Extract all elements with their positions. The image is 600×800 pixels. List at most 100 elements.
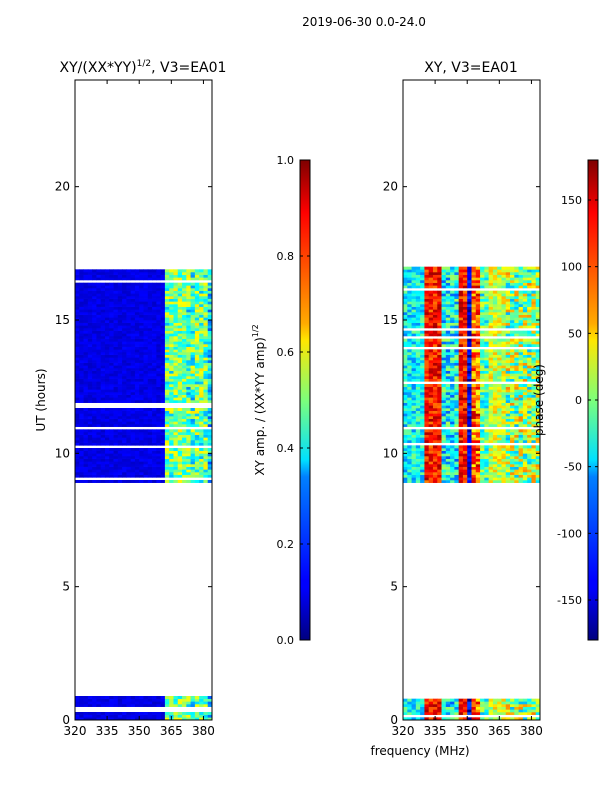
heat-cell — [173, 418, 179, 422]
heat-cell — [458, 362, 464, 366]
heat-cell — [450, 341, 455, 345]
heat-cell — [467, 373, 472, 377]
heat-cell — [407, 392, 412, 395]
heat-cell — [109, 472, 114, 475]
heat-cell — [113, 400, 119, 403]
heat-cell — [177, 285, 183, 289]
heat-cell — [147, 408, 153, 411]
heat-cell — [83, 344, 89, 347]
heat-cell — [475, 437, 481, 441]
heat-cell — [428, 480, 434, 483]
heat-cell — [79, 704, 84, 707]
heat-cell — [420, 365, 425, 369]
heat-cell — [535, 394, 540, 398]
heat-cell — [527, 362, 532, 366]
heat-cell — [471, 477, 477, 481]
heat-cell — [445, 368, 451, 371]
heat-cell — [156, 704, 162, 707]
heat-cell — [104, 312, 110, 315]
heat-cell — [117, 408, 123, 411]
heat-cell — [527, 458, 532, 462]
heat-cell — [92, 333, 97, 337]
heat-cell — [407, 477, 412, 481]
heat-cell — [164, 701, 170, 705]
heat-cell — [130, 298, 136, 302]
heat-cell — [130, 474, 136, 478]
heat-cell — [83, 333, 89, 337]
heat-cell — [87, 469, 93, 473]
heat-cell — [143, 352, 149, 355]
heat-cell — [199, 458, 204, 462]
heat-cell — [501, 474, 507, 478]
heat-cell — [411, 709, 417, 713]
heat-cell — [96, 341, 102, 345]
heat-cell — [113, 296, 119, 299]
heat-cell — [505, 394, 511, 398]
heat-cell — [126, 389, 132, 393]
heat-cell — [454, 424, 460, 427]
heat-cell — [432, 418, 438, 422]
heat-cell — [450, 349, 455, 353]
heat-cell — [169, 330, 174, 334]
heat-cell — [92, 304, 97, 307]
heat-cell — [100, 394, 106, 398]
heat-cell — [75, 464, 80, 467]
heat-cell — [492, 408, 498, 411]
heat-cell — [535, 421, 540, 425]
heat-cell — [122, 434, 127, 438]
heat-cell — [450, 373, 455, 377]
heat-cell — [510, 461, 515, 465]
heat-cell — [83, 293, 89, 297]
heat-cell — [462, 306, 468, 310]
heat-cell — [497, 434, 502, 438]
heat-cell — [535, 402, 540, 406]
heat-cell — [420, 712, 425, 715]
heat-cell — [471, 296, 477, 299]
heat-cell — [122, 272, 127, 275]
heat-cell — [415, 461, 421, 465]
heat-cell — [403, 285, 408, 289]
heat-cell — [130, 394, 136, 398]
heat-cell — [130, 277, 136, 281]
heat-cell — [147, 325, 153, 329]
heat-cell — [492, 312, 498, 315]
heat-cell — [462, 378, 468, 382]
heat-cell — [462, 376, 468, 379]
heat-cell — [492, 352, 498, 355]
heat-cell — [79, 410, 84, 414]
heat-cell — [415, 301, 421, 305]
heat-cell — [467, 474, 472, 478]
heat-cell — [403, 354, 408, 358]
heat-cell — [169, 432, 174, 435]
heat-cell — [484, 464, 490, 467]
heat-cell — [527, 325, 532, 329]
heat-cell — [100, 346, 106, 350]
heat-cell — [420, 437, 425, 441]
heat-cell — [492, 413, 498, 417]
heat-cell — [415, 421, 421, 425]
heat-cell — [87, 346, 93, 350]
heat-cell — [535, 712, 540, 715]
heat-cell — [173, 365, 179, 369]
heat-cell — [411, 418, 417, 422]
heat-cell — [75, 317, 80, 321]
heat-cell — [199, 429, 204, 433]
heat-cell — [441, 458, 447, 462]
heat-cell — [199, 469, 204, 473]
heat-cell — [173, 301, 179, 305]
heat-cell — [450, 357, 455, 361]
heat-cell — [186, 376, 191, 379]
heat-cell — [471, 701, 477, 705]
heat-cell — [454, 432, 460, 435]
heat-cell — [488, 312, 494, 315]
heat-cell — [535, 386, 540, 390]
heat-cell — [113, 352, 119, 355]
heat-cell — [207, 346, 212, 350]
heat-cell — [467, 701, 472, 705]
heat-cell — [177, 368, 183, 371]
heat-cell — [152, 352, 157, 355]
heat-cell — [109, 309, 114, 313]
heat-cell — [194, 285, 200, 289]
heat-cell — [501, 389, 507, 393]
heat-cell — [411, 298, 417, 302]
